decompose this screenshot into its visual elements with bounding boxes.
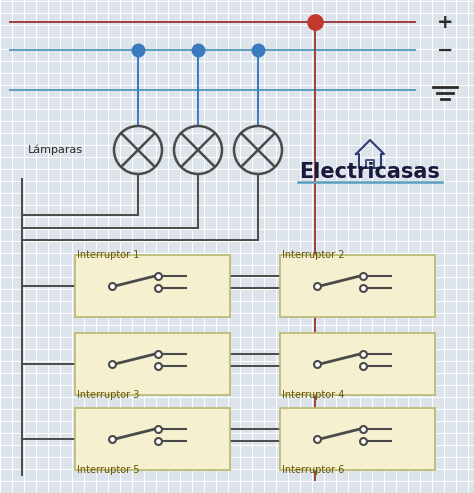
Text: Interruptor 1: Interruptor 1 [77, 250, 139, 260]
Bar [280, 408, 435, 470]
Bar [280, 255, 435, 317]
Bar [75, 255, 230, 317]
Text: Interruptor 4: Interruptor 4 [282, 390, 345, 400]
Text: Interruptor 6: Interruptor 6 [282, 465, 345, 475]
Text: Interruptor 3: Interruptor 3 [77, 390, 139, 400]
Bar [75, 408, 230, 470]
Text: Electricasas: Electricasas [300, 162, 440, 182]
Text: Interruptor 5: Interruptor 5 [77, 465, 139, 475]
Text: −: − [437, 40, 453, 60]
Text: Lámparas: Lámparas [27, 145, 82, 155]
Text: Interruptor 2: Interruptor 2 [282, 250, 345, 260]
Bar [280, 333, 435, 395]
Text: +: + [437, 12, 453, 32]
Bar [75, 333, 230, 395]
